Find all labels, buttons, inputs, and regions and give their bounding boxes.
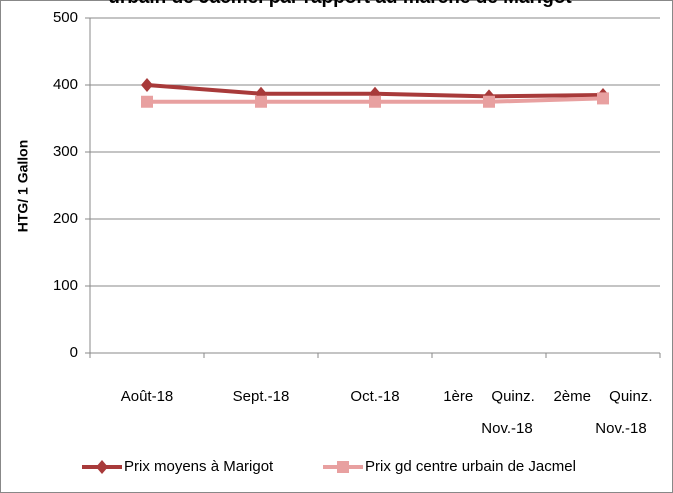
x-tick-label: 2ème Quinz. Nov.-18 — [553, 388, 652, 437]
x-tick-label-line: Nov.-18 — [481, 420, 532, 437]
x-tick-label: Oct.-18 — [350, 388, 399, 405]
point — [597, 92, 609, 105]
y-axis-label: HTG/ 1 Gallon — [15, 140, 31, 233]
point — [141, 95, 153, 108]
y-tick-label: 500 — [53, 9, 78, 26]
y-tick-label: 100 — [53, 277, 78, 294]
x-tick-label: Août-18 — [121, 388, 174, 405]
point — [483, 95, 495, 108]
point — [369, 95, 381, 108]
x-tick-label-line: 1ère Quinz. — [443, 388, 535, 405]
y-tick-label: 300 — [53, 143, 78, 160]
y-tick-label: 400 — [53, 76, 78, 93]
chart-title: urbain de Jacmel par rapport au marché d… — [108, 0, 572, 8]
legend-label: Prix gd centre urbain de Jacmel — [365, 458, 576, 475]
x-tick-label: Sept.-18 — [233, 388, 290, 405]
point — [96, 460, 108, 474]
point — [255, 95, 267, 108]
y-tick-label: 0 — [70, 344, 78, 361]
y-tick-label: 200 — [53, 210, 78, 227]
x-tick-label-line: 2ème Quinz. — [553, 388, 652, 405]
point — [337, 461, 349, 473]
point — [141, 78, 153, 92]
x-tick-label-line: Nov.-18 — [595, 420, 646, 437]
x-tick-label: 1ère Quinz. Nov.-18 — [443, 388, 535, 437]
legend-label: Prix moyens à Marigot — [124, 458, 274, 475]
